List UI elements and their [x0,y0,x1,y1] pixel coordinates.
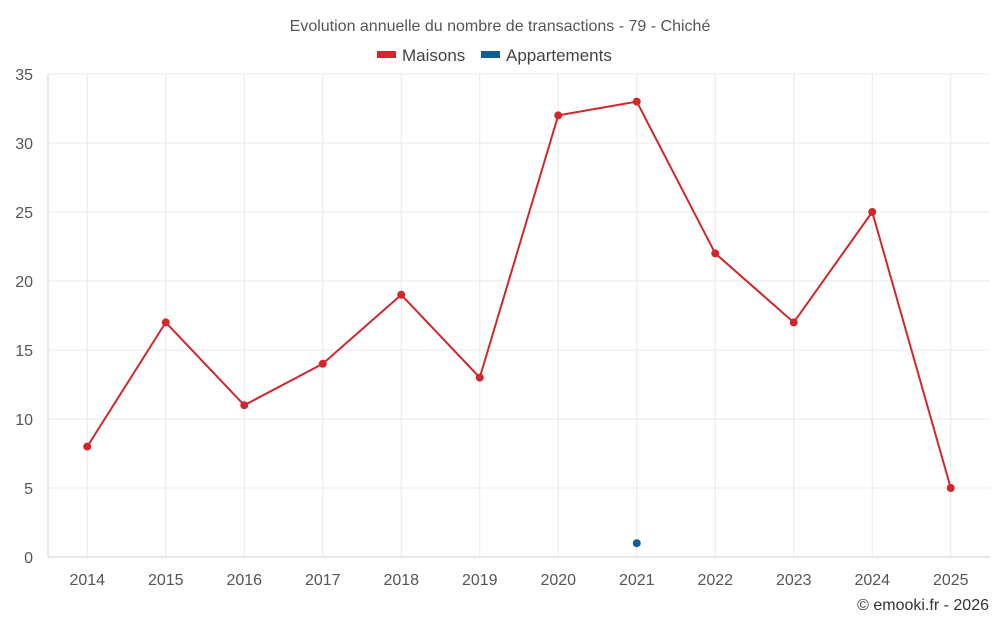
y-tick-label: 30 [15,136,33,153]
series-line-maisons [86,100,952,489]
x-tick-label: 2020 [540,572,576,589]
y-tick-label: 35 [15,67,33,84]
legend-swatch-appartements [481,51,500,58]
series [83,97,955,548]
credit-text: © emooki.fr - 2026 [857,597,989,614]
x-tick-label: 2015 [148,572,184,589]
legend-swatch-maisons [377,51,396,58]
axes [47,74,990,558]
x-axis-ticks: 2014 2015 2016 2017 2018 2019 2020 2021 2022 2023… [69,572,968,589]
y-tick-label: 15 [15,343,33,360]
legend: Maisons Appartements [377,46,612,65]
grid [48,73,990,557]
data-point-maisons[interactable] [161,318,170,327]
data-point-maisons[interactable] [711,249,720,258]
data-point-maisons[interactable] [475,373,484,382]
x-tick-label: 2023 [776,572,812,589]
x-tick-label: 2022 [697,572,733,589]
x-tick-label: 2025 [933,572,969,589]
legend-label-maisons[interactable]: Maisons [402,46,465,65]
data-point-maisons[interactable] [397,290,406,299]
data-point-appartements[interactable] [632,539,641,548]
y-tick-label: 0 [24,550,33,567]
x-tick-label: 2017 [305,572,341,589]
chart-title: Evolution annuelle du nombre de transact… [290,18,711,35]
data-point-maisons[interactable] [554,111,563,120]
x-tick-label: 2019 [462,572,498,589]
data-point-maisons[interactable] [240,401,249,410]
data-point-maisons[interactable] [318,359,327,368]
y-tick-label: 20 [15,274,33,291]
data-point-maisons[interactable] [789,318,798,327]
y-axis-ticks: 0 5 10 15 20 25 30 35 [15,67,33,567]
legend-label-appartements[interactable]: Appartements [506,46,612,65]
data-point-maisons[interactable] [83,442,92,451]
data-point-maisons[interactable] [632,97,641,106]
x-tick-label: 2021 [619,572,655,589]
x-tick-label: 2016 [226,572,262,589]
x-tick-label: 2014 [69,572,105,589]
y-tick-label: 25 [15,205,33,222]
x-tick-label: 2024 [854,572,890,589]
x-tick-label: 2018 [383,572,419,589]
y-tick-label: 5 [24,481,33,498]
data-point-maisons[interactable] [868,208,877,216]
y-tick-label: 10 [15,412,33,429]
data-point-maisons[interactable] [946,484,955,492]
